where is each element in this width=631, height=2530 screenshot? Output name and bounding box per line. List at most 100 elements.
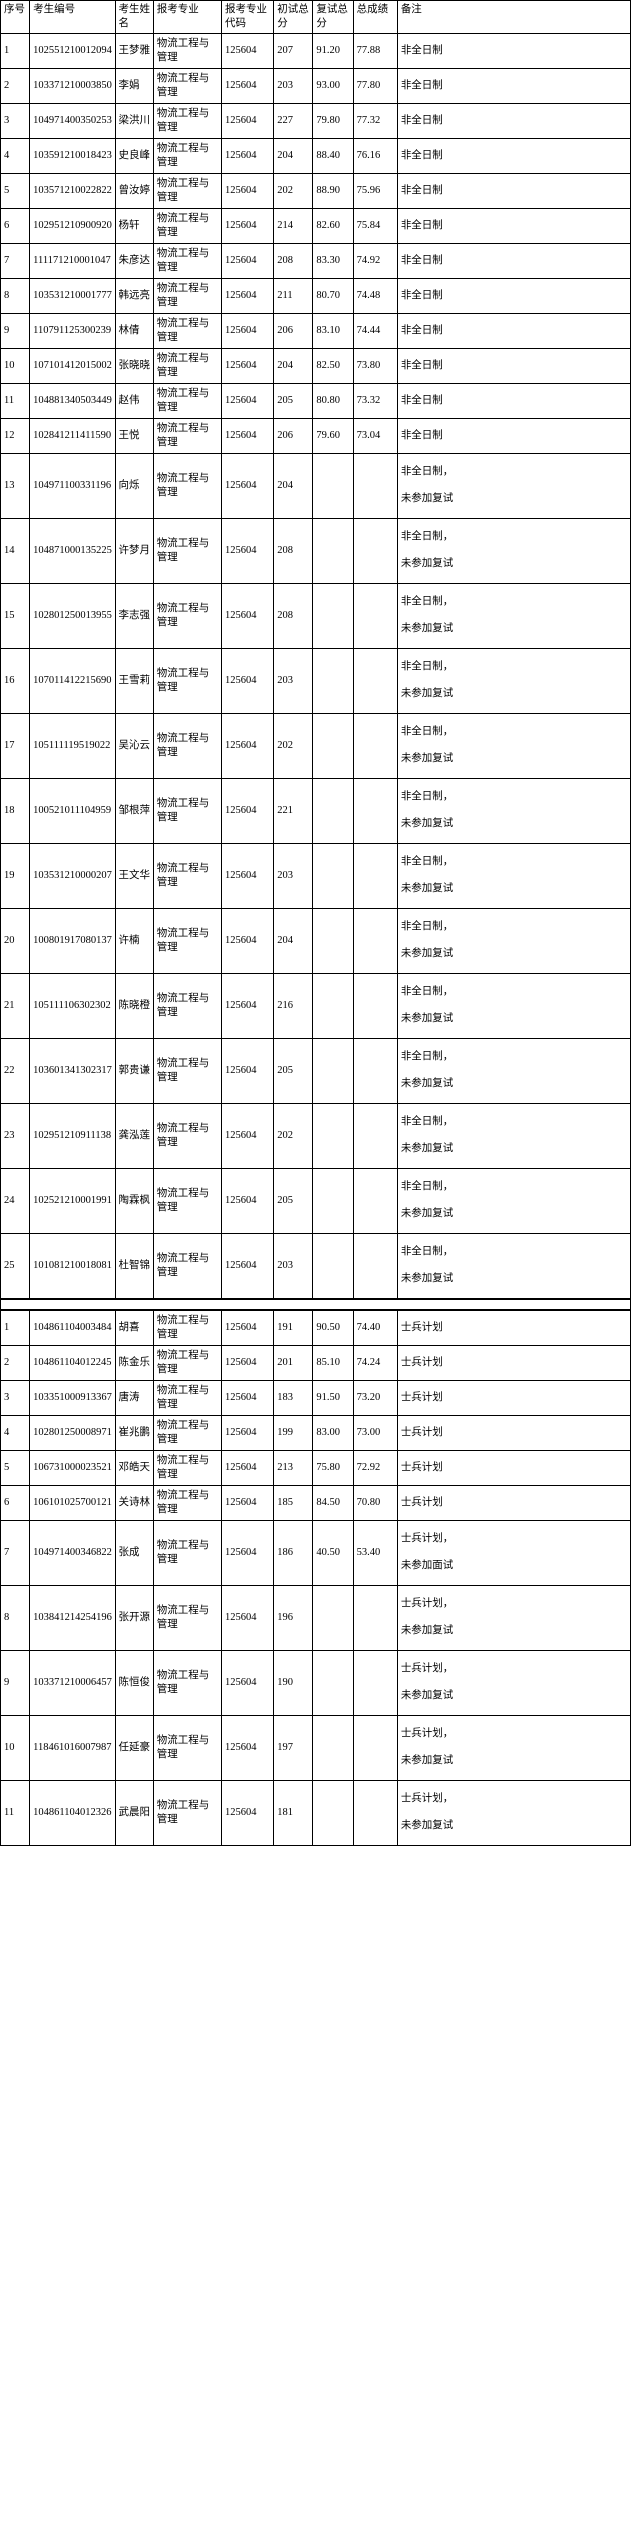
column-header-note: 备注 [396,0,631,34]
cell-total: 73.00 [352,1414,398,1451]
cell-total [352,1102,398,1169]
cell-name: 许楠 [114,907,154,974]
note-line-1: 非全日制， [400,596,454,608]
cell-name: 林倩 [114,312,154,349]
cell-total [352,712,398,779]
cell-note: 士兵计划 [396,1414,631,1451]
cell-code: 125604 [221,1232,275,1299]
cell-pre: 207 [273,32,314,69]
cell-re: 40.50 [312,1519,354,1586]
cell-major: 物流工程与管理 [152,1649,223,1716]
cell-index: 18 [0,777,31,844]
cell-note: 非全日制 [396,207,631,244]
cell-index: 9 [0,1649,31,1716]
cell-re: 93.00 [312,67,354,104]
note-line-1: 非全日制， [400,531,454,543]
cell-index: 6 [0,207,31,244]
cell-pre: 181 [273,1779,314,1846]
column-header-pre: 初试总分 [273,0,314,34]
cell-major: 物流工程与管理 [152,972,223,1039]
cell-note: 非全日制， 未参加复试 [396,1102,631,1169]
cell-major: 物流工程与管理 [152,102,223,139]
cell-pre: 208 [273,582,314,649]
cell-index: 16 [0,647,31,714]
cell-re: 82.60 [312,207,354,244]
cell-code: 125604 [221,312,275,349]
cell-code: 125604 [221,207,275,244]
note-line-2: 未参加复试 [400,687,454,699]
note-line-1: 非全日制， [400,986,454,998]
table-row: 10 118461016007987 任延豪 物流工程与管理 125604 197 士兵计划… [0,1714,631,1781]
cell-pre: 205 [273,382,314,419]
table-row: 2 104861104012245 陈金乐 物流工程与管理 125604 201 85.10… [0,1344,631,1381]
cell-pre: 206 [273,312,314,349]
note-line-2: 未参加面试 [400,1559,454,1571]
cell-pre: 183 [273,1379,314,1416]
cell-note: 非全日制 [396,32,631,69]
cell-total: 77.88 [352,32,398,69]
cell-re [312,647,354,714]
cell-name: 陈晓橙 [114,972,154,1039]
admission-table-section-two: 1 104861104003484 胡喜 物流工程与管理 125604 191 90.50 7… [0,1309,631,1846]
cell-re [312,1037,354,1104]
cell-exam-no: 104881340503449 [29,382,116,419]
cell-index: 23 [0,1102,31,1169]
cell-total [352,1649,398,1716]
cell-note: 非全日制 [396,347,631,384]
cell-index: 4 [0,1414,31,1451]
cell-major: 物流工程与管理 [152,842,223,909]
cell-index: 10 [0,1714,31,1781]
column-header-total: 总成绩 [352,0,398,34]
cell-name: 李娟 [114,67,154,104]
cell-re [312,1649,354,1716]
cell-exam-no: 104861104012245 [29,1344,116,1381]
cell-code: 125604 [221,1102,275,1169]
cell-pre: 203 [273,647,314,714]
table-row: 5 106731000023521 邓皓天 物流工程与管理 125604 213 75.80… [0,1449,631,1486]
cell-re [312,582,354,649]
cell-major: 物流工程与管理 [152,417,223,454]
cell-note: 非全日制， 未参加复试 [396,907,631,974]
cell-exam-no: 103841214254196 [29,1584,116,1651]
cell-index: 5 [0,172,31,209]
note-line-2: 未参加复试 [400,1754,454,1766]
cell-major: 物流工程与管理 [152,172,223,209]
cell-code: 125604 [221,517,275,584]
cell-note: 非全日制， 未参加复试 [396,842,631,909]
table-row: 1 104861104003484 胡喜 物流工程与管理 125604 191 90.50 7… [0,1309,631,1346]
cell-re [312,452,354,519]
cell-index: 8 [0,1584,31,1651]
cell-index: 3 [0,1379,31,1416]
cell-note: 非全日制 [396,242,631,279]
cell-re [312,1232,354,1299]
cell-total [352,972,398,1039]
cell-index: 2 [0,1344,31,1381]
cell-exam-no: 101081210018081 [29,1232,116,1299]
cell-pre: 205 [273,1037,314,1104]
cell-total: 74.24 [352,1344,398,1381]
cell-note: 非全日制 [396,312,631,349]
cell-pre: 205 [273,1167,314,1234]
cell-exam-no: 103371210006457 [29,1649,116,1716]
table-row: 7 111171210001047 朱彦达 物流工程与管理 125604 208 83.30… [0,242,631,279]
cell-total: 74.48 [352,277,398,314]
cell-note: 非全日制 [396,382,631,419]
cell-total [352,1584,398,1651]
column-header-code: 报考专业代码 [221,0,275,34]
cell-note: 非全日制， 未参加复试 [396,517,631,584]
cell-pre: 221 [273,777,314,844]
cell-index: 24 [0,1167,31,1234]
cell-exam-no: 103571210022822 [29,172,116,209]
cell-major: 物流工程与管理 [152,1232,223,1299]
cell-pre: 203 [273,1232,314,1299]
cell-pre: 202 [273,712,314,779]
table-row: 22 103601341302317 郭贵谦 物流工程与管理 125604 205 非全日制… [0,1037,631,1104]
note-line-2: 未参加复试 [400,1689,454,1701]
cell-exam-no: 106731000023521 [29,1449,116,1486]
cell-major: 物流工程与管理 [152,1519,223,1586]
cell-re [312,842,354,909]
note-line-2: 未参加复试 [400,817,454,829]
table-row: 8 103841214254196 张开源 物流工程与管理 125604 196 士兵计划，… [0,1584,631,1651]
cell-exam-no: 104971400346822 [29,1519,116,1586]
cell-total [352,777,398,844]
